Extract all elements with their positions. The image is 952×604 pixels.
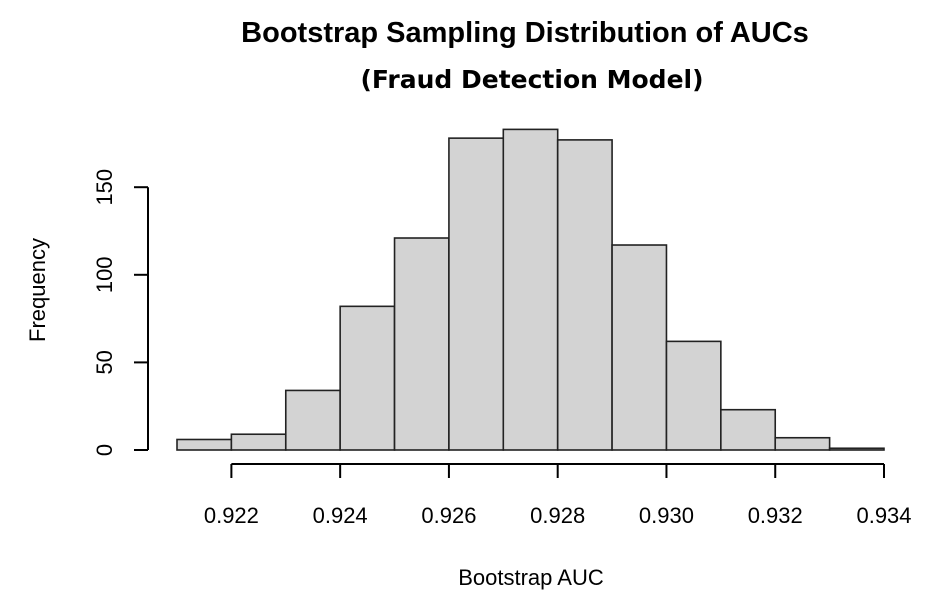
y-tick-label: 50 [92, 350, 117, 374]
y-axis-title: Frequency [25, 238, 50, 342]
histogram-bar [720, 408, 777, 451]
x-tick-label: 0.934 [856, 503, 911, 528]
x-tick-label: 0.922 [204, 503, 259, 528]
x-tick-label: 0.926 [421, 503, 476, 528]
histogram-bar [284, 389, 341, 451]
histogram-bar [176, 438, 233, 451]
histogram-bar [556, 139, 613, 451]
histogram-bar [393, 237, 450, 451]
chart-subtitle: (Fraud Detection Model) [360, 65, 703, 94]
x-tick-label: 0.932 [748, 503, 803, 528]
histogram-bar [502, 128, 559, 451]
x-tick-label: 0.928 [530, 503, 585, 528]
histogram-bar [339, 305, 396, 451]
histogram-bars [176, 128, 885, 451]
y-tick-label: 0 [92, 444, 117, 456]
histogram-bar [448, 137, 505, 451]
histogram-bar [230, 433, 287, 451]
histogram-bar [774, 436, 831, 451]
y-axis: 0 50 100 150 [92, 169, 149, 456]
chart-title: Bootstrap Sampling Distribution of AUCs [241, 17, 809, 49]
histogram-bar [828, 447, 885, 451]
histogram-bar [665, 340, 722, 451]
x-axis: 0.922 0.924 0.926 0.928 0.930 0.932 0.934 [204, 463, 912, 528]
histogram-bar [611, 244, 668, 451]
y-tick-label: 100 [92, 256, 117, 293]
x-axis-title: Bootstrap AUC [458, 565, 604, 590]
y-tick-label: 150 [92, 169, 117, 206]
x-tick-label: 0.924 [313, 503, 368, 528]
x-tick-label: 0.930 [639, 503, 694, 528]
